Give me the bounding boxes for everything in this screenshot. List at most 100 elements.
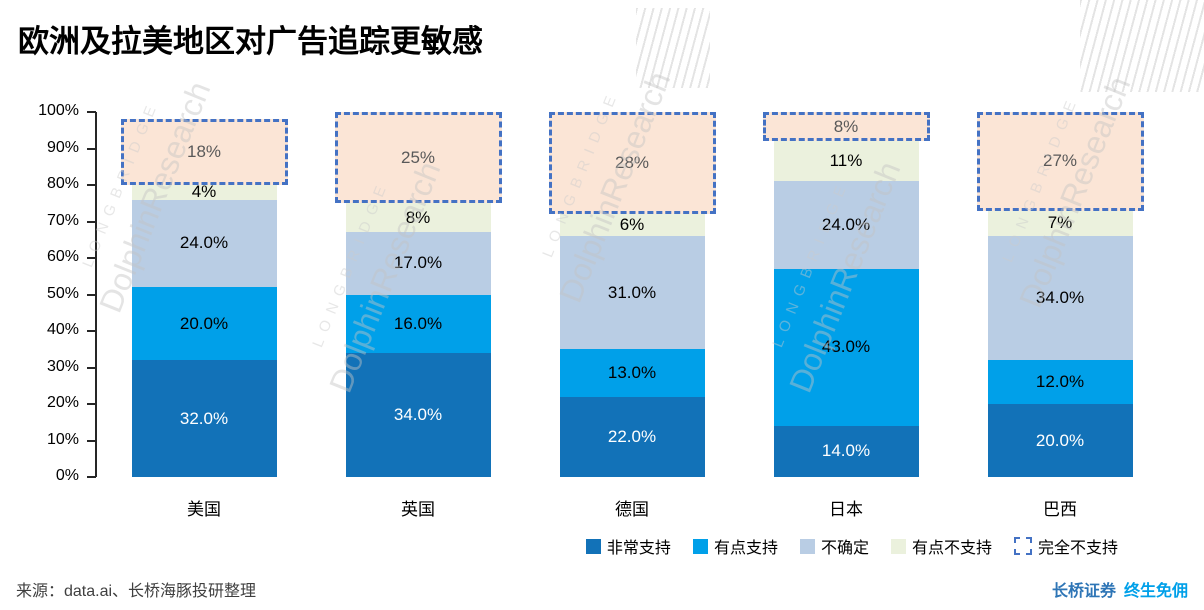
bar-segment: 34.0% [987,236,1133,361]
bar-segment: 43.0% [773,268,919,426]
segment-label: 28% [614,153,650,173]
y-tick-mark [87,439,96,442]
legend-swatch-icon [1013,537,1032,555]
bar-segment: 20.0% [987,404,1133,477]
hatch-decoration-icon [636,8,710,88]
legend-swatch-icon [585,538,601,554]
bar-segment: 12.0% [987,360,1133,404]
bar-segment: 34.0% [345,352,491,477]
segment-label: 16.0% [393,313,443,333]
y-tick-mark [87,366,96,369]
y-axis: 100% 90% 80% 70% 60% 50% 40% 30% 20% 10% 0% [0,102,96,484]
bar-segment: 32.0% [131,360,277,477]
dashed-box-segment: 25% [334,112,502,204]
y-tick-label: 30% [46,357,79,375]
segment-label: 25% [400,147,436,167]
segment-label: 17.0% [393,253,443,273]
segment-label: 11% [829,151,863,171]
hatch-decoration-icon [1080,0,1204,92]
y-tick-mark [87,147,96,150]
dashed-box-segment: 27% [976,112,1144,211]
category-label: 德国 [615,500,649,519]
legend: 非常支持 有点支持 不确定 有点不支持 完全不支持 [585,534,1118,558]
bar-segment: 4% [131,182,277,201]
segment-label: 31.0% [607,282,657,302]
bar-segment: 22.0% [559,396,705,477]
bar-segment: 24.0% [131,199,277,288]
segment-label: 34.0% [393,404,443,424]
y-tick-label: 70% [46,211,79,229]
bar-segment: 17.0% [345,232,491,295]
legend-label: 完全不支持 [1037,540,1118,557]
y-tick-mark [87,220,96,223]
y-tick-mark [87,293,96,296]
y-tick-label: 50% [46,284,79,302]
segment-label: 22.0% [607,426,657,446]
segment-label: 18% [186,142,222,162]
legend-label: 有点支持 [713,540,778,557]
y-tick-label: 100% [38,102,79,119]
y-tick-mark [87,476,96,478]
segment-label: 43.0% [821,337,871,357]
y-tick-mark [87,403,96,405]
bar-segment: 20.0% [131,287,277,361]
legend-item: 完全不支持 [1013,534,1118,558]
segment-label: 27% [1042,151,1078,171]
y-tick-label: 10% [46,430,79,448]
legend-label: 不确定 [820,540,869,557]
category-label: 日本 [829,500,863,519]
y-tick-label: 60% [46,248,79,265]
segment-label: 24.0% [821,215,871,235]
segment-label: 34.0% [1035,288,1085,308]
legend-label: 有点不支持 [911,540,992,557]
segment-label: 12.0% [1035,372,1085,392]
y-tick-mark [87,184,96,186]
y-tick-label: 90% [46,138,79,156]
bar-segment: 8% [345,203,491,233]
brand-footer: 长桥证券 终生免佣 [1052,577,1188,601]
bar-segment: 11% [773,141,919,182]
segment-label: 8% [405,207,431,227]
brand-name: 长桥证券 [1051,583,1116,600]
legend-item: 非常支持 [585,534,671,558]
bar-segment: 7% [987,210,1133,237]
segment-label: 7% [1047,213,1073,233]
legend-swatch-icon [692,538,708,554]
bar-segment: 24.0% [773,181,919,269]
segment-label: 8% [833,116,859,136]
y-tick-label: 80% [46,175,79,192]
category-label: 英国 [401,500,435,519]
dashed-box-segment: 8% [762,112,930,142]
brand-slogan: 终生免佣 [1123,583,1188,600]
segment-label: 32.0% [179,408,229,428]
legend-label: 非常支持 [606,540,671,557]
bar-segment: 16.0% [345,294,491,353]
source-text: 来源：data.ai、长桥海豚投研整理 [16,583,257,600]
y-tick-mark [87,111,96,113]
y-tick-mark [87,330,96,332]
segment-label: 20.0% [1035,430,1085,450]
legend-item: 不确定 [799,534,869,558]
stacked-bar-chart: 32.0% 20.0% 24.0% 4% 18% 美国 34.0% 16.0% 17.0% 8% 2… [95,112,1167,519]
dashed-box-segment: 18% [120,119,288,185]
page-title: 欧洲及拉美地区对广告追踪更敏感 [18,24,483,59]
y-tick-label: 40% [46,321,79,338]
bar-segment: 6% [559,214,705,237]
segment-label: 13.0% [607,362,657,382]
segment-label: 20.0% [179,313,229,333]
bar-segment: 14.0% [773,425,919,477]
legend-item: 有点支持 [692,534,778,558]
bar-segment: 31.0% [559,236,705,350]
y-tick-label: 20% [46,394,79,411]
legend-swatch-icon [890,538,906,554]
segment-label: 6% [619,215,645,235]
segment-label: 24.0% [179,233,229,253]
category-label: 美国 [187,500,221,519]
bar-segment: 13.0% [559,349,705,397]
segment-label: 14.0% [821,441,871,461]
y-tick-label: 0% [55,467,79,484]
legend-swatch-icon [799,538,815,554]
legend-item: 有点不支持 [890,534,992,558]
dashed-box-segment: 28% [548,112,716,215]
